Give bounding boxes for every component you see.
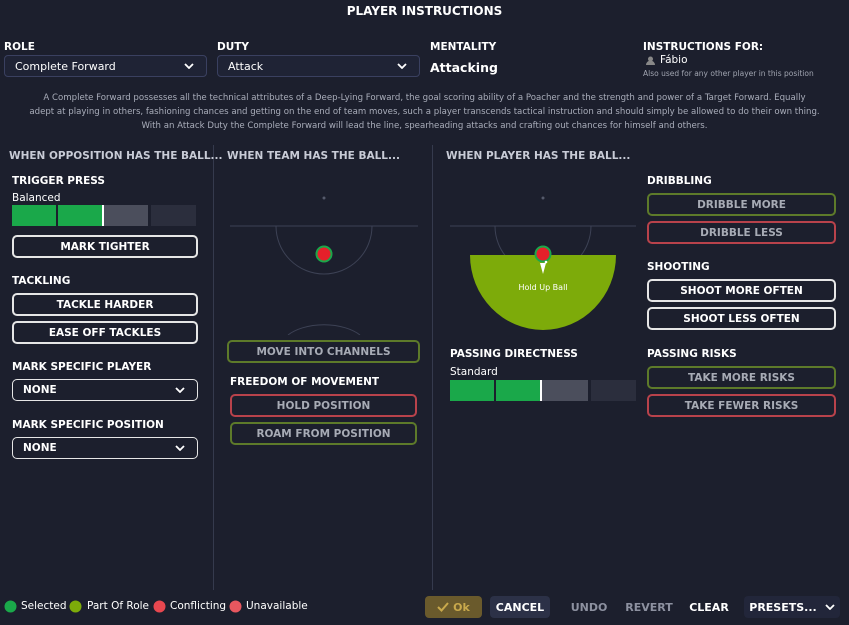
role-description: A Complete Forward possesses all the tec… [0,91,849,133]
more-risks-button[interactable]: TAKE MORE RISKS [647,366,836,389]
title: PLAYER INSTRUCTIONS [346,4,503,18]
value: NONE [23,384,57,396]
chevron [184,63,194,69]
description-line: With an Attack Duty the Complete Forward… [141,121,708,131]
player-name: Fábio [660,54,688,66]
label: MARK SPECIFIC POSITION [12,419,164,431]
description-line: adept at playing in others, fashioning c… [29,107,820,117]
label: DRIBBLING [647,175,712,187]
instructions-for-label: INSTRUCTIONS FOR: [643,41,764,53]
legend-label: Part Of Role [87,600,149,612]
presets-button[interactable]: PRESETS... [744,596,840,618]
dribble-more-button[interactable]: DRIBBLE MORE [647,193,836,216]
description-line: A Complete Forward possesses all the tec… [43,93,806,103]
pitch [450,196,636,330]
pitch [230,196,418,335]
trigger-press-slider[interactable] [12,205,196,226]
value: NONE [23,442,57,454]
clear-button[interactable]: CLEAR [689,600,729,614]
ok-button[interactable]: Ok [425,596,482,618]
shoot-less-button[interactable]: SHOOT LESS OFTEN [647,307,836,330]
mentality-label: MENTALITY [430,41,497,53]
pitch-label: Hold Up Ball [518,283,568,292]
hold-position-button[interactable]: HOLD POSITION [230,394,417,417]
section-title: WHEN TEAM HAS THE BALL... [227,150,400,162]
revert-button[interactable]: REVERT [625,600,673,614]
role-value: Complete Forward [15,59,116,73]
mark-tighter-button[interactable]: MARK TIGHTER [12,235,198,258]
label: TRIGGER PRESS [12,175,105,187]
chevron [175,387,185,393]
roam-button[interactable]: ROAM FROM POSITION [230,422,417,445]
setting: Balanced [12,192,61,204]
chevron [397,63,407,69]
passing-slider[interactable] [450,380,636,401]
label: PASSING DIRECTNESS [450,348,578,360]
dribble-less-button[interactable]: DRIBBLE LESS [647,221,836,244]
label: SHOOTING [647,261,710,273]
player-note: Also used for any other player in this p… [643,69,814,78]
presets-label: PRESETS... [749,600,817,614]
mark-player-select[interactable]: NONE [12,379,198,401]
legend-label: Conflicting [170,600,227,612]
mentality-value: Attacking [430,60,498,75]
divider [432,145,433,590]
duty-value: Attack [228,59,264,73]
legend-dots [4,600,242,613]
section-title: WHEN PLAYER HAS THE BALL... [446,150,631,162]
chevron [825,604,835,610]
mark-position-select[interactable]: NONE [12,437,198,459]
legend-label: Selected [21,600,67,612]
role-label: ROLE [4,41,35,53]
label: PASSING RISKS [647,348,737,360]
tackle-harder-button[interactable]: TACKLE HARDER [12,293,198,316]
player-icon [646,56,655,65]
check-icon [437,602,449,612]
move-into-channels-button[interactable]: MOVE INTO CHANNELS [227,340,420,363]
role-select[interactable]: Complete Forward [4,55,207,77]
shoot-more-button[interactable]: SHOOT MORE OFTEN [647,279,836,302]
ok-label: Ok [453,600,470,614]
fewer-risks-button[interactable]: TAKE FEWER RISKS [647,394,836,417]
cancel-button[interactable]: CANCEL [490,596,550,618]
legend-label: Unavailable [246,600,308,612]
ease-off-button[interactable]: EASE OFF TACKLES [12,321,198,344]
undo-button[interactable]: UNDO [570,600,608,614]
label: MARK SPECIFIC PLAYER [12,361,152,373]
label: TACKLING [12,275,71,287]
chevron [175,445,185,451]
duty-label: DUTY [217,41,250,53]
duty-select[interactable]: Attack [217,55,420,77]
section-title: WHEN OPPOSITION HAS THE BALL... [9,150,223,162]
divider [213,145,214,590]
label: FREEDOM OF MOVEMENT [230,376,380,388]
setting: Standard [450,366,498,378]
